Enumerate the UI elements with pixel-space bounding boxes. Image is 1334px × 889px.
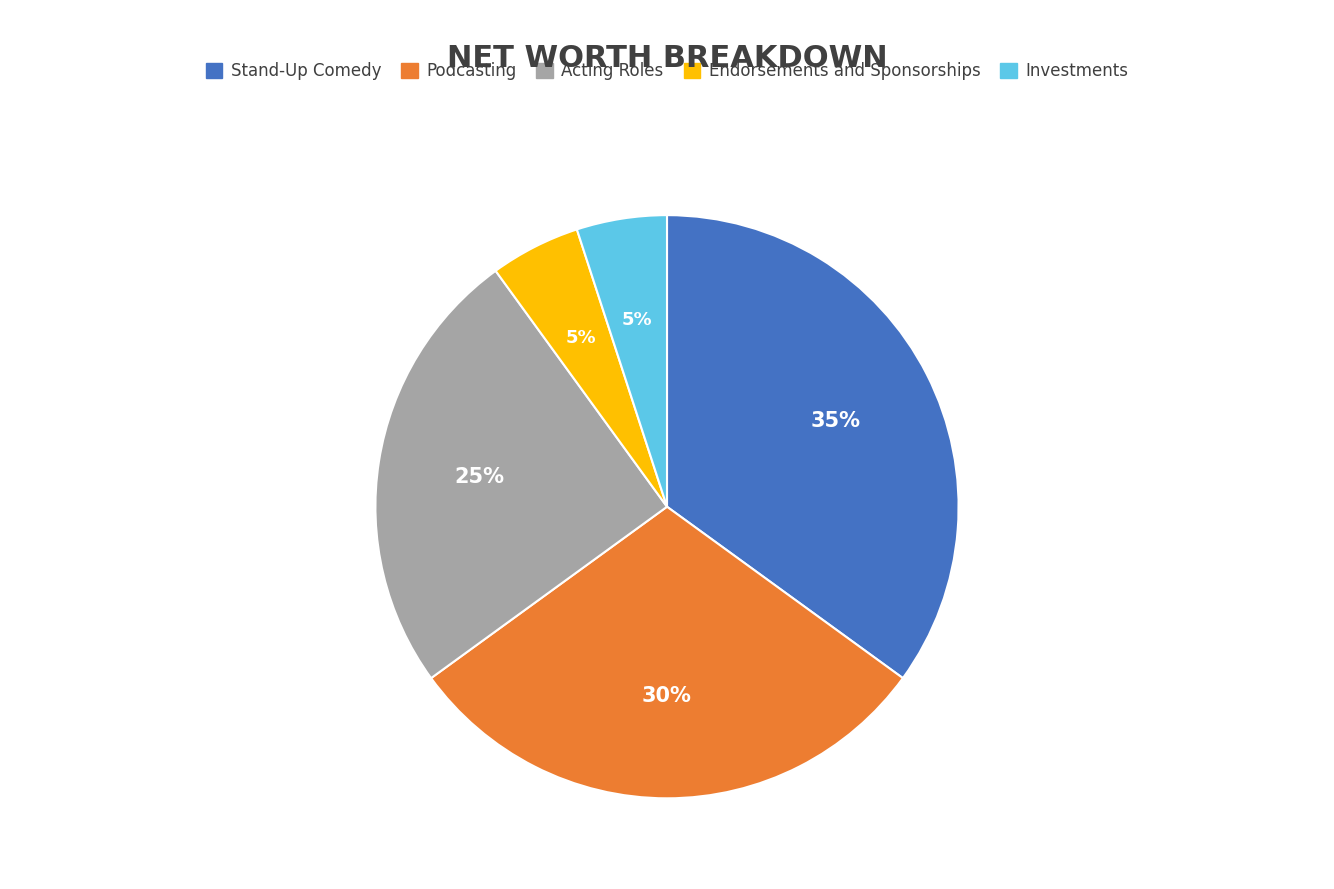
Text: NET WORTH BREAKDOWN: NET WORTH BREAKDOWN xyxy=(447,44,887,74)
Text: 5%: 5% xyxy=(622,310,652,329)
Wedge shape xyxy=(496,229,667,507)
Wedge shape xyxy=(576,215,667,507)
Wedge shape xyxy=(431,507,903,798)
Text: 25%: 25% xyxy=(455,467,504,487)
Text: 30%: 30% xyxy=(642,686,692,706)
Wedge shape xyxy=(667,215,959,678)
Text: 35%: 35% xyxy=(811,411,860,430)
Legend: Stand-Up Comedy, Podcasting, Acting Roles, Endorsements and Sponsorships, Invest: Stand-Up Comedy, Podcasting, Acting Role… xyxy=(199,56,1135,87)
Text: 5%: 5% xyxy=(566,329,596,347)
Wedge shape xyxy=(375,271,667,678)
